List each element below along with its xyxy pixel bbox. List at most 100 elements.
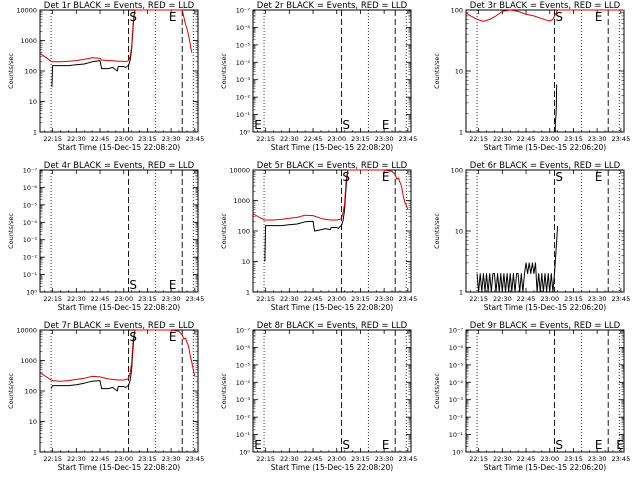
end-marker: E [382,170,390,184]
x-tick-label: 23:30 [162,295,181,303]
panel-title: Det 8r BLACK = Events, RED = LLD [257,321,408,331]
y-tick-label: 1 [33,129,37,137]
lld-series-line [252,169,409,221]
x-tick-label: 23:00 [114,455,133,463]
end-marker: E [595,438,603,452]
y-tick-label: 10⁻⁶ [236,344,251,352]
x-tick-label: 23:45 [611,135,630,143]
x-tick-label: 22:15 [43,295,62,303]
panel-title: Det 1r BLACK = Events, RED = LLD [44,1,195,11]
panel-title: Det 2r BLACK = Events, RED = LLD [257,1,408,11]
y-tick-label: 1000 [20,357,37,365]
y-tick-label: 10⁻⁶ [449,344,464,352]
x-tick-label: 23:45 [185,135,204,143]
x-tick-label: 23:00 [540,295,559,303]
x-tick-label: 23:15 [564,455,583,463]
plot-frame [39,9,199,133]
x-tick-label: 23:45 [398,295,417,303]
y-tick-label: 10⁻⁷ [449,327,464,335]
y-tick-label: 10⁻³ [449,396,464,404]
y-tick-label: 100 [25,388,37,396]
panel-title: Det 5r BLACK = Events, RED = LLD [257,161,408,171]
y-tick-label: 10000 [16,7,37,15]
end-marker: E [595,170,603,184]
panel-title: Det 4r BLACK = Events, RED = LLD [44,161,195,171]
x-tick-label: 23:45 [398,455,417,463]
end-marker: E [169,330,177,344]
x-tick-label: 23:30 [588,295,607,303]
y-tick-label: 1 [459,129,463,137]
x-tick-label: 23:00 [114,135,133,143]
x-tick-label: 23:45 [611,295,630,303]
y-axis-label: Counts/sec [220,213,228,249]
x-axis-label: Start Time (15-Dec-15 22:08:20) [271,143,393,152]
x-tick-label: 22:45 [517,455,536,463]
x-tick-label: 23:00 [540,455,559,463]
y-tick-label: 10⁰ [239,129,250,137]
y-tick-label: 10⁻⁴ [449,379,464,387]
start-marker: S [555,10,563,24]
y-tick-label: 10⁻⁶ [236,24,251,32]
x-axis-label: Start Time (15-Dec-15 22:08:20) [271,303,393,312]
y-tick-label: 100 [25,68,37,76]
y-tick-label: 10⁻⁴ [236,59,251,67]
y-axis-label: Counts/sec [7,373,15,409]
events-series-line [264,169,349,262]
x-tick-label: 22:30 [280,455,299,463]
y-tick-label: 10 [242,258,250,266]
x-tick-label: 22:45 [517,135,536,143]
y-tick-label: 10⁻⁵ [236,361,251,369]
x-tick-label: 23:15 [138,455,157,463]
x-tick-label: 22:15 [469,455,488,463]
y-tick-label: 10 [29,418,37,426]
y-tick-label: 10⁻³ [23,236,38,244]
x-tick-label: 22:15 [256,295,275,303]
y-tick-label: 10⁻⁵ [449,361,464,369]
end-marker: E [595,10,603,24]
x-tick-label: 23:30 [375,455,394,463]
y-axis-label: Counts/sec [7,53,15,89]
detector-panel-7: Det 7r BLACK = Events, RED = LLD Start Ti… [7,321,204,472]
end-marker: E [382,118,390,132]
detector-panel-5: Det 5r BLACK = Events, RED = LLD Start Ti… [220,161,417,312]
y-tick-label: 10⁻⁵ [236,41,251,49]
x-tick-label: 22:30 [493,455,512,463]
x-tick-label: 23:00 [114,295,133,303]
y-tick-label: 10 [455,228,463,236]
detector-panel-4: Det 4r BLACK = Events, RED = LLD Start Ti… [7,161,204,312]
x-tick-label: 22:15 [256,455,275,463]
detector-panel-6: Det 6r BLACK = Events, RED = LLD Start Ti… [433,161,630,312]
start-marker: S [342,170,350,184]
x-tick-label: 23:15 [564,295,583,303]
x-tick-label: 23:00 [327,455,346,463]
x-tick-label: 22:45 [91,455,110,463]
x-tick-label: 22:45 [304,455,323,463]
x-axis-label: Start Time (15-Dec-15 22:08:20) [58,143,180,152]
y-tick-label: 10⁻¹ [23,271,38,279]
y-tick-label: 10 [29,98,37,106]
x-tick-label: 23:30 [162,455,181,463]
detector-panel-8: Det 8r BLACK = Events, RED = LLD Start Ti… [220,321,417,472]
y-tick-label: 10 [455,68,463,76]
x-tick-label: 22:30 [67,455,86,463]
x-tick-label: 22:30 [67,135,86,143]
y-tick-label: 1 [33,449,37,457]
y-axis-label: Counts/sec [7,213,15,249]
start-marker: S [555,170,563,184]
x-tick-label: 23:15 [138,295,157,303]
x-tick-label: 23:45 [398,135,417,143]
y-tick-label: 10⁻² [236,414,251,422]
x-tick-label: 23:45 [611,455,630,463]
lld-series-line [39,9,193,63]
y-tick-label: 10⁻³ [236,396,251,404]
x-axis-label: Start Time (15-Dec-15 22:08:20) [58,303,180,312]
y-tick-label: 10⁻⁵ [23,201,38,209]
y-tick-label: 10⁻¹ [449,431,464,439]
y-tick-label: 10⁻⁷ [236,7,251,15]
start-marker: S [129,10,137,24]
x-tick-label: 22:30 [493,295,512,303]
y-axis-label: Counts/sec [433,213,441,249]
x-tick-label: 23:15 [564,135,583,143]
y-tick-label: 10⁻⁴ [23,219,38,227]
